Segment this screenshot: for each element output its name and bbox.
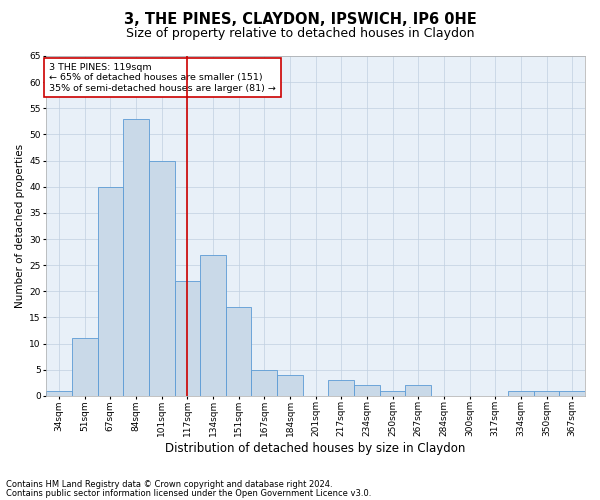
X-axis label: Distribution of detached houses by size in Claydon: Distribution of detached houses by size … (166, 442, 466, 455)
Bar (406, 386, 431, 396)
Text: Contains public sector information licensed under the Open Government Licence v3: Contains public sector information licen… (6, 489, 371, 498)
Bar (200, 254, 226, 396)
Text: Contains HM Land Registry data © Crown copyright and database right 2024.: Contains HM Land Registry data © Crown c… (6, 480, 332, 489)
Bar (354, 386, 380, 396)
Text: 3, THE PINES, CLAYDON, IPSWICH, IP6 0HE: 3, THE PINES, CLAYDON, IPSWICH, IP6 0HE (124, 12, 476, 28)
Bar (251, 370, 277, 396)
Bar (328, 380, 354, 396)
Bar (277, 375, 303, 396)
Bar (226, 307, 251, 396)
Text: 3 THE PINES: 119sqm
← 65% of detached houses are smaller (151)
35% of semi-detac: 3 THE PINES: 119sqm ← 65% of detached ho… (49, 63, 276, 92)
Bar (559, 390, 585, 396)
Bar (380, 390, 406, 396)
Bar (533, 390, 559, 396)
Bar (149, 160, 175, 396)
Bar (175, 281, 200, 396)
Bar (98, 186, 123, 396)
Bar (123, 119, 149, 396)
Bar (508, 390, 533, 396)
Y-axis label: Number of detached properties: Number of detached properties (15, 144, 25, 308)
Bar (46, 390, 72, 396)
Text: Size of property relative to detached houses in Claydon: Size of property relative to detached ho… (126, 28, 474, 40)
Bar (72, 338, 98, 396)
